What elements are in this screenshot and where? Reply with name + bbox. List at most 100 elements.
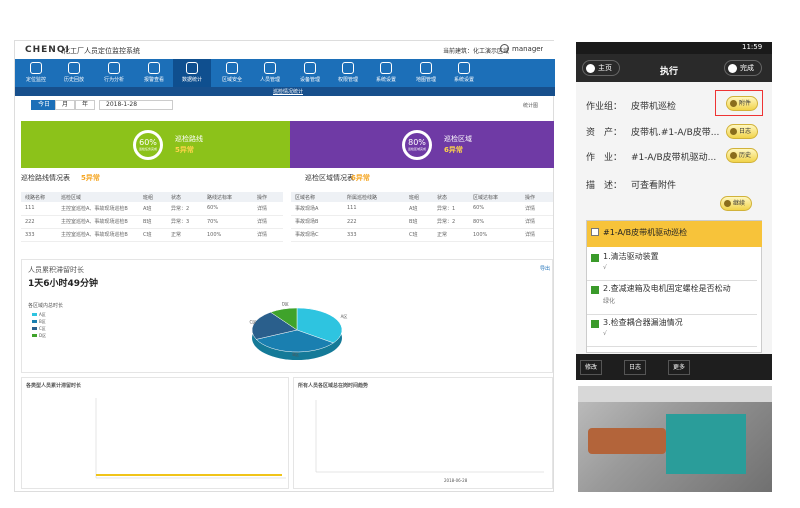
date-picker[interactable]: 2018-1-28 <box>99 100 173 110</box>
nav-item-behavior[interactable]: 行为分析 <box>95 59 133 87</box>
attach-highlight <box>715 90 763 116</box>
pie-slice-label: C区 <box>250 320 257 325</box>
export-chart-link[interactable]: 统计图 <box>523 103 539 109</box>
motor-shape <box>666 414 746 474</box>
pie-chart: A区 B区 C区 D区 <box>250 301 348 360</box>
asset-label: 资 产： <box>586 128 623 138</box>
today-button[interactable]: 今日 <box>31 100 58 110</box>
pie-slice[interactable] <box>251 311 298 340</box>
nav-item-settings-a[interactable]: 系统设置 <box>367 59 405 87</box>
continue-button[interactable]: 继续 <box>720 196 753 211</box>
table-row: 事故现场B 222 B班 异常：2 80% 详情 <box>291 215 553 229</box>
task-list-header[interactable]: #1-A/B皮带机驱动巡检 <box>587 221 762 247</box>
legend-swatch <box>32 320 37 323</box>
edit-button[interactable]: 修改 <box>580 360 603 375</box>
done-button[interactable]: 完成 <box>724 60 762 76</box>
area-summary-card: 80% 巡检区域完成 巡检区域 6异常 <box>290 121 554 168</box>
sub-nav <box>15 87 555 96</box>
checkbox-icon <box>591 228 599 236</box>
legend-label: C区 <box>39 326 46 331</box>
gear-icon <box>380 62 392 74</box>
nav-item-location[interactable]: 定位监控 <box>17 59 55 87</box>
stay-title: 人员累积滞留时长 <box>28 266 84 274</box>
pie-slice[interactable] <box>296 307 343 344</box>
app-title: 化工厂人员定位监控系统 <box>63 47 140 55</box>
detail-link[interactable]: 详情 <box>521 202 553 216</box>
clock: 11:59 <box>742 43 763 51</box>
log-button[interactable]: 日志 <box>726 124 759 139</box>
pie-slice[interactable] <box>255 329 334 353</box>
area-summary-label: 巡检区域 <box>444 135 472 143</box>
table-header-row: 线路名称 巡检区域 班组 状态 路线达标率 操作 <box>21 192 283 202</box>
year-button[interactable]: 年 <box>75 100 96 110</box>
foot-log-button[interactable]: 日志 <box>624 360 647 375</box>
shield-icon <box>226 62 238 74</box>
pie-slice[interactable] <box>269 307 298 331</box>
nav-item-device[interactable]: 设备管理 <box>291 59 329 87</box>
warning-icon <box>148 62 160 74</box>
stats-icon <box>186 62 198 74</box>
job-label: 作 业： <box>586 153 623 163</box>
equipment-photo <box>578 386 772 492</box>
main-nav: 定位监控 历史回放 行为分析 报警查看 数据统计 区域安全 人员管理 设备管理 … <box>15 59 555 87</box>
status-bar: 11:59 <box>576 42 772 54</box>
nav-item-map[interactable]: 地图管理 <box>407 59 445 87</box>
detail-link[interactable]: 详情 <box>253 228 283 242</box>
person-icon <box>264 62 276 74</box>
job-value: #1-A/B皮带机驱动... <box>631 153 717 163</box>
table-row: 333 主控室巡检A、事故现场巡检B C班 正常 100% 详情 <box>21 228 283 242</box>
mobile-app: 11:59 主页 执行 完成 作业组： 皮带机巡检 资 产： 皮带机.#1-A/… <box>576 42 772 380</box>
continue-icon <box>724 200 731 207</box>
app-header: 主页 执行 完成 <box>576 54 772 82</box>
home-button[interactable]: 主页 <box>582 60 620 76</box>
nav-item-permission[interactable]: 权限管理 <box>329 59 367 87</box>
legend-item[interactable]: D区 <box>32 333 46 340</box>
nav-item-settings-b[interactable]: 系统设置 <box>445 59 483 87</box>
table-header-row: 区域名称 所属巡检线路 班组 状态 区域达标率 操作 <box>291 192 553 202</box>
pie-chart-title: 各区域内总时长 <box>28 303 64 309</box>
username[interactable]: manager <box>512 45 544 53</box>
logo: CHENQI <box>25 45 70 55</box>
nav-item-personnel[interactable]: 人员管理 <box>251 59 289 87</box>
bottom-left-plot <box>95 398 286 479</box>
history-button[interactable]: 历史 <box>726 148 759 163</box>
detail-link[interactable]: 详情 <box>253 202 283 216</box>
export-link[interactable]: 导出 <box>540 266 551 272</box>
legend-item[interactable]: C区 <box>32 326 46 333</box>
legend-item[interactable]: B区 <box>32 319 46 326</box>
list-item[interactable]: 3.检查耦合器漏油情况 √ <box>587 317 757 347</box>
table-row: 事故现场C 333 C班 正常 100% 详情 <box>291 228 553 242</box>
pie-slice-label: A区 <box>341 314 348 319</box>
route-abnormal-count: 5异常 <box>175 146 194 154</box>
pie-slice-label: B区 <box>292 352 299 357</box>
route-table: 线路名称 巡检区域 班组 状态 路线达标率 操作 111 主控室巡检A、事故现场巡… <box>21 192 283 242</box>
subnav-link[interactable]: 巡检情况统计 <box>273 89 304 95</box>
month-button[interactable]: 月 <box>55 100 76 110</box>
more-button[interactable]: 更多 <box>668 360 691 375</box>
list-item[interactable]: 1.清洁驱动装置 √ <box>587 251 757 281</box>
nav-item-alarm[interactable]: 报警查看 <box>135 59 173 87</box>
nav-item-stats[interactable]: 数据统计 <box>173 59 211 87</box>
detail-link[interactable]: 详情 <box>521 215 553 229</box>
legend-swatch <box>32 327 37 330</box>
building-selector[interactable]: 当前建筑：化工演示区域 <box>443 48 510 55</box>
detail-link[interactable]: 详情 <box>521 228 553 242</box>
checked-icon <box>591 320 599 328</box>
check-icon <box>728 63 737 73</box>
desc-label: 描 述： <box>586 181 623 191</box>
attach-button[interactable]: 附件 <box>726 96 759 111</box>
detail-link[interactable]: 详情 <box>253 215 283 229</box>
nav-item-area-safety[interactable]: 区域安全 <box>213 59 251 87</box>
legend-item[interactable]: A区 <box>32 312 46 319</box>
list-item[interactable]: 2.查减速箱及电机固定螺栓是否松动 绿化 <box>587 283 757 315</box>
legend-label: D区 <box>39 333 47 338</box>
stay-value: 1天6小时49分钟 <box>28 279 99 289</box>
page-title: 执行 <box>660 67 679 77</box>
ceiling-shape <box>578 386 772 402</box>
route-table-abnormal: 5异常 <box>81 174 100 182</box>
bottom-right-plot <box>315 400 544 473</box>
home-icon <box>586 63 595 73</box>
nav-item-playback[interactable]: 历史回放 <box>55 59 93 87</box>
stay-panel: 人员累积滞留时长 1天6小时49分钟 导出 各区域内总时长 A区 B区 C区 D区 A… <box>21 259 553 373</box>
location-icon <box>30 62 42 74</box>
